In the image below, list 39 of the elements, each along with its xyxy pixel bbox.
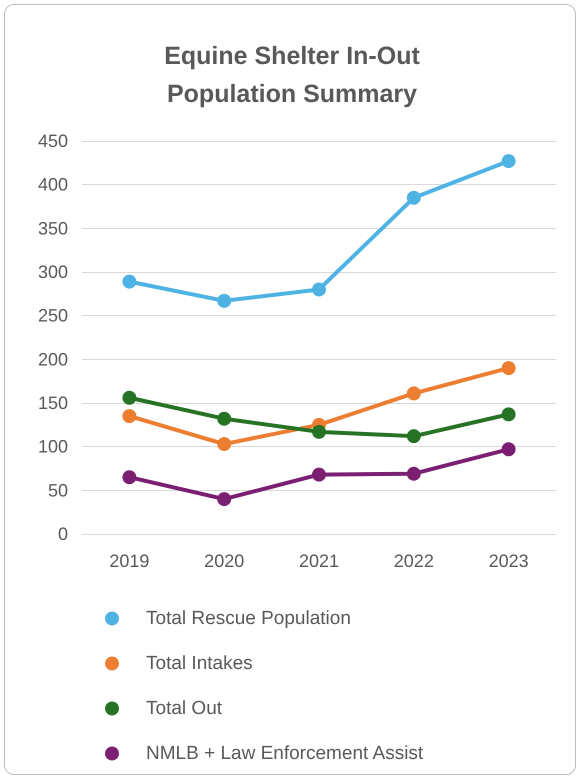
y-tick-label: 400	[38, 174, 68, 195]
point	[312, 468, 326, 482]
y-tick-label: 250	[38, 306, 68, 326]
point	[406, 466, 421, 481]
point	[217, 294, 232, 308]
legend-label: Total Out	[146, 698, 223, 719]
point	[502, 361, 516, 376]
x-tick-label: 2020	[204, 551, 244, 571]
point	[502, 407, 516, 422]
y-tick-label: 0	[58, 524, 68, 544]
y-tick-label: 350	[38, 218, 68, 238]
point	[217, 492, 232, 506]
point	[312, 424, 326, 439]
y-tick-label: 300	[38, 262, 68, 282]
point	[406, 190, 421, 205]
y-tick-label: 100	[38, 436, 68, 457]
point	[122, 274, 136, 289]
x-tick-label: 2019	[109, 551, 150, 571]
x-tick-label: 2022	[394, 551, 434, 571]
point	[406, 429, 421, 444]
point	[312, 282, 326, 296]
x-tick-label: 2021	[298, 551, 340, 571]
point	[217, 437, 232, 452]
chart-title: Equine Shelter In-Out Population Summary	[164, 42, 420, 108]
x-tick-label: 2023	[488, 551, 529, 571]
point	[122, 390, 136, 405]
point	[502, 154, 516, 168]
y-tick-label: 50	[48, 480, 68, 500]
point	[406, 386, 421, 400]
legend-label: Total Rescue Population	[146, 608, 351, 629]
y-tick-label: 200	[38, 349, 68, 370]
y-tick-label: 450	[38, 131, 68, 151]
point	[122, 409, 136, 424]
point	[502, 442, 516, 456]
legend-label: Total Intakes	[146, 653, 253, 674]
y-tick-label: 150	[38, 393, 68, 413]
point	[217, 412, 232, 426]
legend-label: NMLB + Law Enforcement Assist	[146, 743, 424, 764]
point	[122, 470, 136, 484]
